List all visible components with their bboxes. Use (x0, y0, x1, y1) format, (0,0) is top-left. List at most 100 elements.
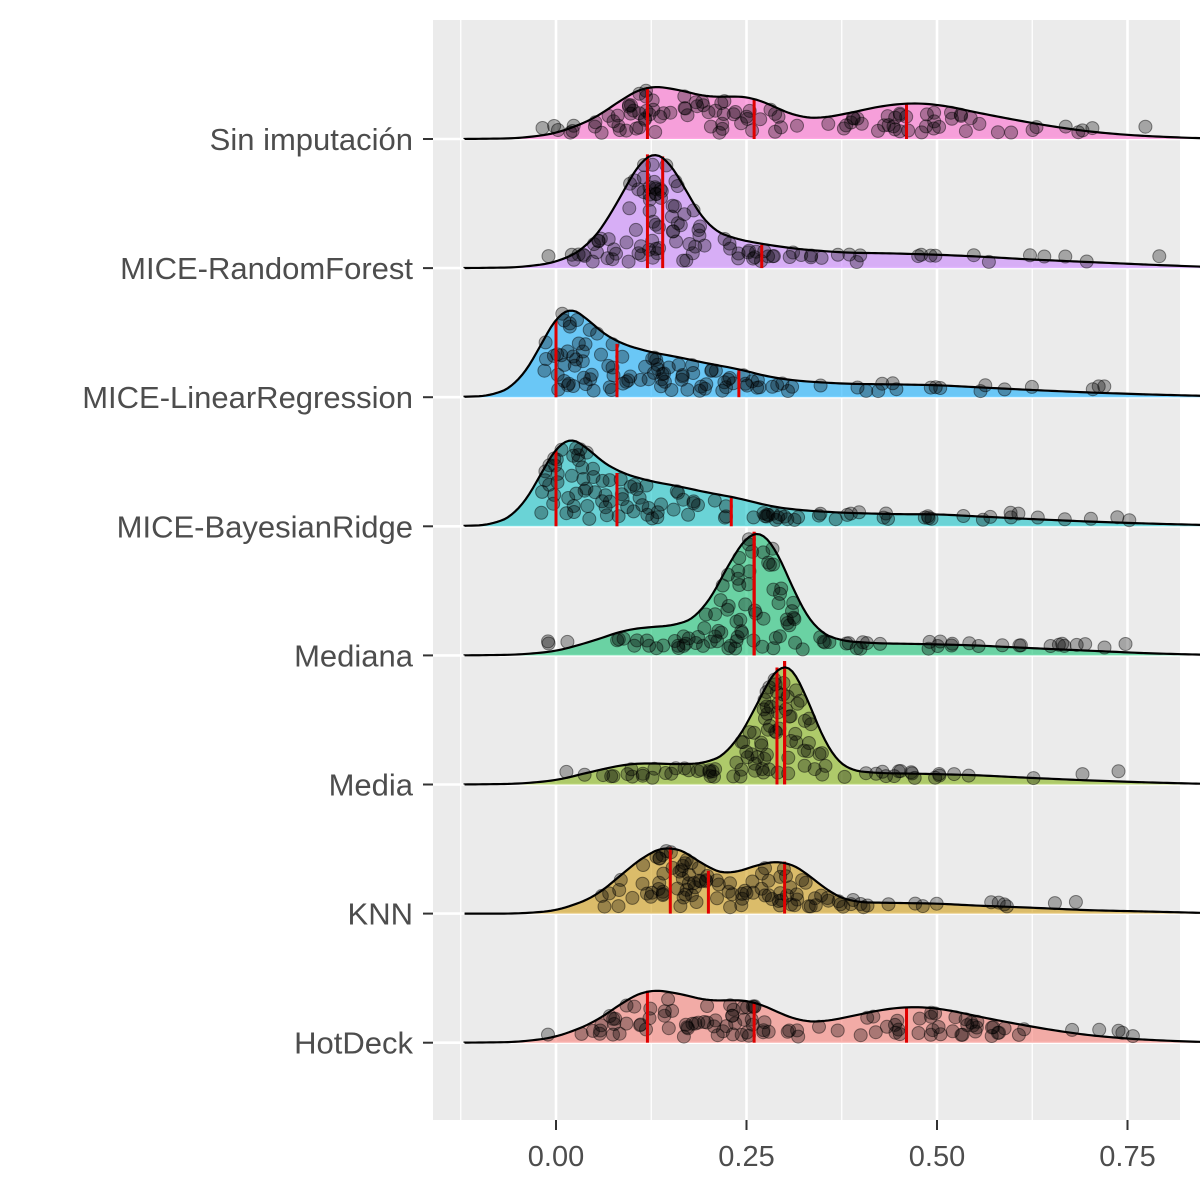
data-point (626, 504, 641, 519)
density-area-mice-linearregression (464, 310, 1200, 398)
data-point (539, 352, 553, 366)
data-point (715, 121, 730, 136)
data-point (814, 888, 829, 903)
data-point (680, 1020, 695, 1035)
data-point (890, 1013, 905, 1028)
data-point (582, 322, 597, 337)
data-point (588, 485, 602, 500)
data-point (997, 897, 1012, 912)
data-point (561, 376, 576, 391)
data-point (795, 873, 810, 888)
data-point (919, 119, 933, 134)
data-point (567, 505, 581, 519)
data-point (768, 631, 783, 645)
data-point (538, 473, 553, 488)
data-point (821, 116, 836, 131)
data-point (629, 121, 644, 136)
data-point (944, 111, 959, 126)
data-point (686, 494, 701, 509)
data-point (647, 365, 661, 380)
data-point (735, 626, 750, 640)
data-point (719, 380, 733, 395)
data-point (586, 383, 601, 398)
data-point (868, 1025, 883, 1040)
data-point (600, 251, 615, 266)
data-point (728, 105, 743, 119)
data-point (550, 367, 565, 382)
data-point (576, 472, 591, 486)
data-point (760, 706, 775, 721)
data-point (570, 313, 584, 327)
data-point (771, 510, 786, 525)
data-point (586, 470, 601, 484)
data-point (711, 623, 726, 638)
data-point (665, 198, 680, 213)
data-point (656, 106, 671, 121)
data-point (641, 372, 656, 387)
data-point (657, 366, 671, 381)
data-point (803, 899, 818, 914)
data-point (689, 895, 704, 909)
data-point (607, 1017, 622, 1031)
data-point (761, 888, 776, 903)
data-point (609, 246, 623, 261)
data-point (642, 242, 657, 257)
data-point (756, 1023, 771, 1038)
data-point (654, 190, 668, 205)
data-point (888, 110, 903, 125)
data-point (675, 871, 690, 886)
data-point (644, 885, 659, 900)
data-point (687, 876, 701, 891)
data-point (761, 1024, 776, 1039)
data-point (575, 354, 590, 369)
data-point (671, 638, 686, 653)
data-point (1051, 637, 1066, 652)
data-point (892, 106, 907, 121)
data-point (715, 383, 730, 398)
data-point (723, 876, 737, 891)
data-point (672, 864, 687, 879)
data-point (754, 881, 769, 896)
data-point (881, 511, 895, 526)
ridge-mice-linearregression (463, 306, 1200, 399)
data-point (665, 1003, 680, 1018)
data-point (892, 124, 907, 139)
data-point (639, 633, 654, 648)
data-point (586, 461, 600, 476)
data-point (928, 1006, 943, 1021)
data-point (789, 887, 804, 902)
data-point (755, 639, 770, 654)
data-point (678, 101, 693, 116)
data-point (879, 1019, 894, 1034)
data-point (766, 557, 781, 572)
ridge-media (463, 661, 1200, 786)
data-point (619, 123, 634, 138)
data-point (674, 372, 689, 387)
data-point (671, 641, 686, 655)
data-point (760, 722, 775, 737)
data-point (750, 750, 765, 764)
data-point (640, 886, 654, 901)
data-point (815, 767, 830, 782)
data-point (721, 372, 736, 387)
data-point (780, 616, 795, 630)
data-point (836, 899, 851, 914)
data-point (757, 751, 772, 766)
data-point (677, 856, 692, 871)
data-point (725, 887, 740, 902)
data-point (1069, 637, 1084, 652)
data-point (593, 231, 608, 246)
data-point (696, 98, 711, 113)
data-point (666, 502, 681, 517)
data-point (583, 372, 598, 387)
data-point (728, 641, 743, 656)
data-point (709, 873, 724, 888)
data-point (726, 1002, 741, 1017)
data-point (904, 765, 919, 780)
data-point (628, 222, 643, 237)
ridge-mediana (463, 531, 1200, 657)
data-point (734, 898, 749, 913)
data-point (535, 484, 550, 499)
x-tick-label: 0.00 (528, 1141, 584, 1173)
data-point (739, 744, 754, 759)
